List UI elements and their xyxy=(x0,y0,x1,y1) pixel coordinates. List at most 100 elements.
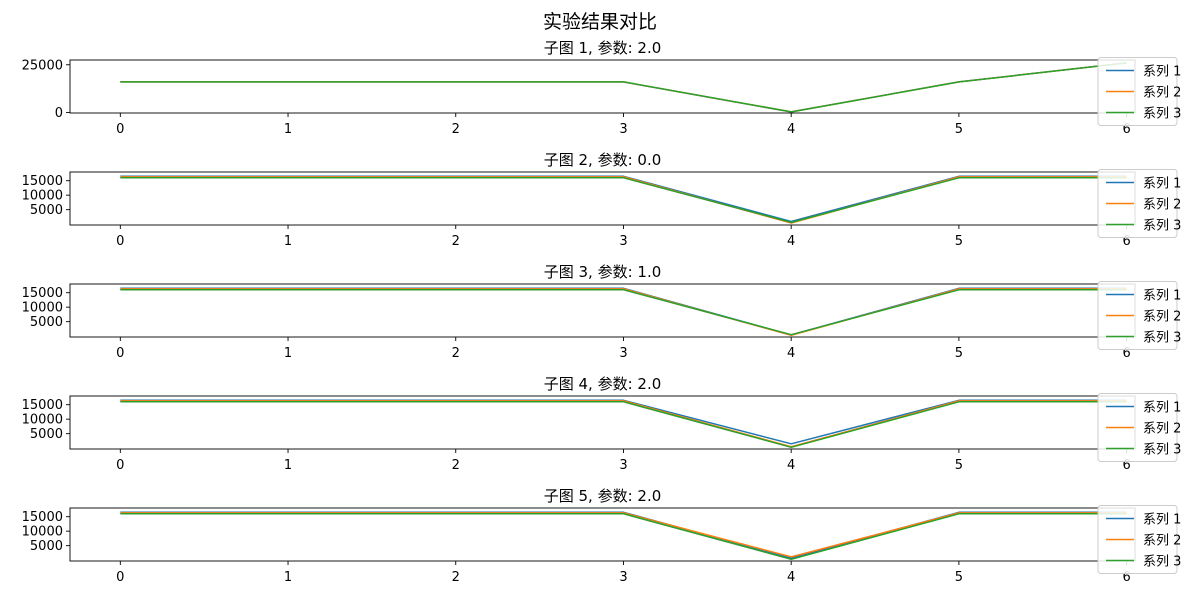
y-tick-label: 5000 xyxy=(30,315,63,330)
legend-label-1: 系列 1 xyxy=(1143,177,1181,192)
x-tick-label: 1 xyxy=(284,122,292,137)
x-tick-label: 5 xyxy=(955,458,963,473)
series-line-1 xyxy=(120,399,1127,445)
legend-label-3: 系列 3 xyxy=(1143,443,1181,458)
series-line-2 xyxy=(120,288,1127,337)
series-line-1 xyxy=(120,175,1127,223)
x-tick-label: 0 xyxy=(116,234,124,249)
x-tick-label: 4 xyxy=(787,458,795,473)
y-tick-label: 15000 xyxy=(22,286,63,301)
subplot-title: 子图 3, 参数: 1.0 xyxy=(544,263,662,281)
series-line-2 xyxy=(120,512,1127,558)
legend-label-2: 系列 2 xyxy=(1143,86,1181,101)
y-tick-label: 10000 xyxy=(22,413,63,428)
x-tick-label: 6 xyxy=(1122,458,1130,473)
series-line-3 xyxy=(120,289,1127,336)
y-tick-label: 15000 xyxy=(22,398,63,413)
series-line-3 xyxy=(120,513,1127,561)
legend: 系列 1 系列 2 系列 3 xyxy=(1097,505,1181,574)
x-tick-label: 1 xyxy=(284,570,292,585)
x-tick-label: 3 xyxy=(619,458,627,473)
x-tick-label: 1 xyxy=(284,458,292,473)
legend-box xyxy=(1097,57,1178,126)
x-tick-label: 3 xyxy=(619,234,627,249)
legend-box xyxy=(1097,169,1178,238)
x-tick-label: 0 xyxy=(116,458,124,473)
y-tick-label: 0 xyxy=(55,106,63,121)
y-tick-label: 5000 xyxy=(30,539,63,554)
x-tick-label: 2 xyxy=(452,458,460,473)
x-tick-label: 1 xyxy=(284,234,292,249)
x-tick-label: 6 xyxy=(1122,346,1130,361)
x-tick-label: 5 xyxy=(955,570,963,585)
x-tick-label: 6 xyxy=(1122,122,1130,137)
series-line-1 xyxy=(120,62,1127,113)
x-tick-label: 4 xyxy=(787,346,795,361)
series-line-2 xyxy=(120,400,1127,448)
x-tick-label: 2 xyxy=(452,122,460,137)
y-tick-label: 10000 xyxy=(22,525,63,540)
y-tick-label: 10000 xyxy=(22,189,63,204)
legend-label-3: 系列 3 xyxy=(1143,555,1181,570)
axes-frame xyxy=(69,171,1136,226)
legend: 系列 1 系列 2 系列 3 xyxy=(1097,169,1181,238)
x-tick-label: 3 xyxy=(619,570,627,585)
x-tick-label: 4 xyxy=(787,570,795,585)
series-line-3 xyxy=(120,62,1127,113)
legend-box xyxy=(1097,505,1178,574)
legend-label-1: 系列 1 xyxy=(1143,513,1181,528)
legend-label-2: 系列 2 xyxy=(1143,310,1181,325)
legend: 系列 1 系列 2 系列 3 xyxy=(1097,393,1181,462)
legend-label-1: 系列 1 xyxy=(1143,289,1181,304)
x-tick-label: 2 xyxy=(452,570,460,585)
x-tick-label: 0 xyxy=(116,346,124,361)
series-line-3 xyxy=(120,177,1127,224)
y-tick-label: 25000 xyxy=(22,58,63,73)
axes-frame xyxy=(69,395,1136,450)
series-line-1 xyxy=(120,287,1127,336)
y-tick-label: 15000 xyxy=(22,174,63,189)
subplot-title: 子图 4, 参数: 2.0 xyxy=(544,375,662,393)
axes-frame xyxy=(69,59,1136,114)
legend-label-2: 系列 2 xyxy=(1143,198,1181,213)
x-tick-label: 4 xyxy=(787,122,795,137)
legend-label-1: 系列 1 xyxy=(1143,65,1181,80)
legend: 系列 1 系列 2 系列 3 xyxy=(1097,281,1181,350)
axes-frame xyxy=(69,507,1136,562)
legend-box xyxy=(1097,393,1178,462)
y-tick-label: 5000 xyxy=(30,203,63,218)
series-line-1 xyxy=(120,511,1127,559)
legend-box xyxy=(1097,281,1178,350)
x-tick-label: 3 xyxy=(619,122,627,137)
x-tick-label: 6 xyxy=(1122,234,1130,249)
axes-frame xyxy=(69,283,1136,338)
legend-label-2: 系列 2 xyxy=(1143,422,1181,437)
legend-label-3: 系列 3 xyxy=(1143,219,1181,234)
x-tick-label: 5 xyxy=(955,122,963,137)
x-tick-label: 0 xyxy=(116,570,124,585)
x-tick-label: 5 xyxy=(955,346,963,361)
x-tick-label: 6 xyxy=(1122,570,1130,585)
legend-label-3: 系列 3 xyxy=(1143,107,1181,122)
y-tick-label: 5000 xyxy=(30,427,63,442)
legend: 系列 1 系列 2 系列 3 xyxy=(1097,57,1181,126)
subplot-title: 子图 2, 参数: 0.0 xyxy=(544,151,662,169)
x-tick-label: 4 xyxy=(787,234,795,249)
series-line-3 xyxy=(120,401,1127,449)
series-line-2 xyxy=(120,62,1127,113)
x-tick-label: 1 xyxy=(284,346,292,361)
figure-title: 实验结果对比 xyxy=(543,11,657,33)
subplot-title: 子图 5, 参数: 2.0 xyxy=(544,487,662,505)
x-tick-label: 5 xyxy=(955,234,963,249)
x-tick-label: 2 xyxy=(452,234,460,249)
legend-label-2: 系列 2 xyxy=(1143,534,1181,549)
x-tick-label: 3 xyxy=(619,346,627,361)
legend-label-3: 系列 3 xyxy=(1143,331,1181,346)
x-tick-label: 2 xyxy=(452,346,460,361)
